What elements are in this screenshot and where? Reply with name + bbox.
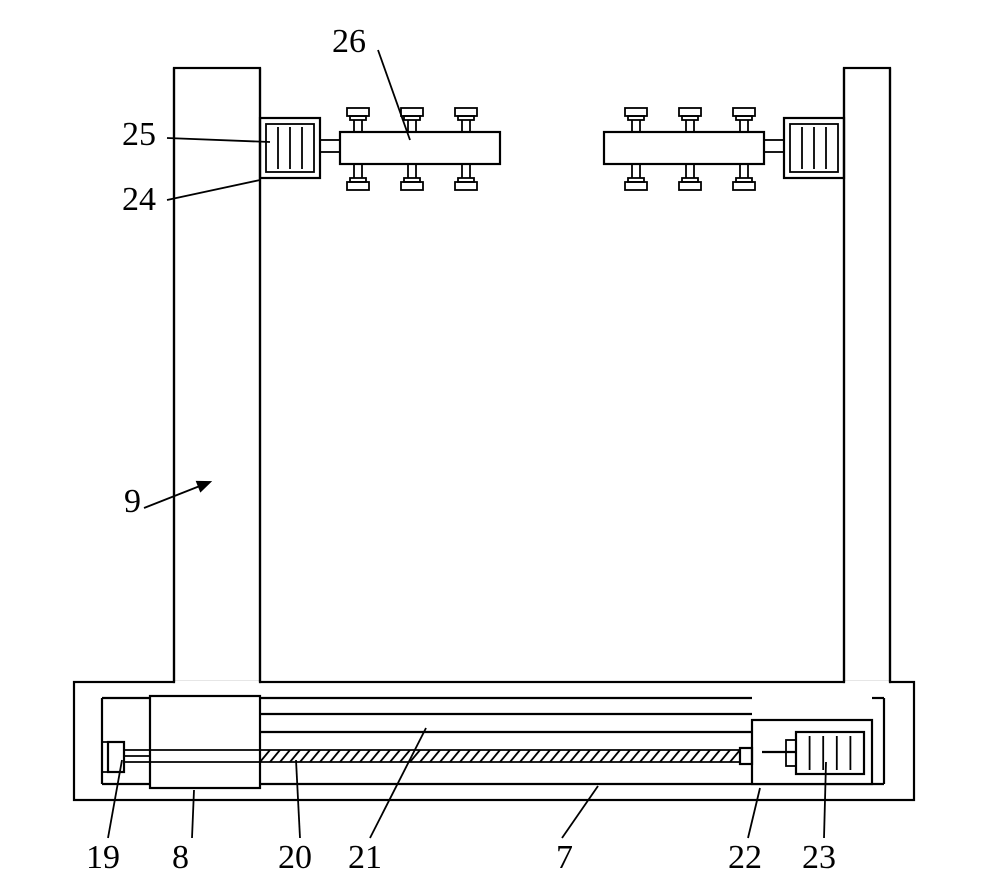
 xyxy=(400,750,410,762)
 xyxy=(401,108,423,116)
 xyxy=(625,108,647,116)
 xyxy=(480,750,490,762)
shaft-right xyxy=(764,140,784,152)
 xyxy=(736,116,752,120)
 xyxy=(430,750,440,762)
 xyxy=(300,750,310,762)
 xyxy=(682,116,698,120)
 xyxy=(660,750,670,762)
 xyxy=(600,750,610,762)
 xyxy=(404,116,420,120)
label-l19: 19 xyxy=(86,839,120,876)
 xyxy=(530,750,540,762)
tower-right-9 xyxy=(844,68,890,682)
 xyxy=(460,750,470,762)
 xyxy=(700,750,710,762)
 xyxy=(710,750,720,762)
 xyxy=(350,750,360,762)
 xyxy=(380,750,390,762)
 xyxy=(420,750,430,762)
 xyxy=(340,750,350,762)
 xyxy=(670,750,680,762)
label-l23: 23 xyxy=(802,839,836,876)
shaft-left xyxy=(320,140,340,152)
 xyxy=(625,182,647,190)
 xyxy=(590,750,600,762)
 xyxy=(320,750,330,762)
leader-l7 xyxy=(562,786,598,838)
head-bar-26-right xyxy=(604,132,764,164)
diagram-root: 26 25 24 9 19 8 20 21 7 22 23 xyxy=(0,0,1000,886)
 xyxy=(630,750,640,762)
tower-left-9 xyxy=(174,68,260,682)
 xyxy=(680,750,690,762)
 xyxy=(401,182,423,190)
 xyxy=(650,750,660,762)
 xyxy=(450,750,460,762)
 xyxy=(640,750,650,762)
 xyxy=(733,182,755,190)
 xyxy=(550,750,560,762)
 xyxy=(350,116,366,120)
leader-l8 xyxy=(192,790,194,838)
label-l26: 26 xyxy=(332,23,366,60)
 xyxy=(628,116,644,120)
label-l9: 9 xyxy=(124,483,141,520)
 xyxy=(458,116,474,120)
 xyxy=(620,750,630,762)
label-l24: 24 xyxy=(122,181,156,218)
 xyxy=(500,750,510,762)
bearing-19 xyxy=(108,742,124,772)
 xyxy=(455,108,477,116)
 xyxy=(733,108,755,116)
label-l25: 25 xyxy=(122,116,156,153)
leader-l26 xyxy=(378,50,410,140)
 xyxy=(347,182,369,190)
 xyxy=(540,750,550,762)
 xyxy=(310,750,320,762)
head-bar-26-left xyxy=(340,132,500,164)
 xyxy=(570,750,580,762)
 xyxy=(679,182,701,190)
leader-l22 xyxy=(748,788,760,838)
 xyxy=(360,750,370,762)
label-l8: 8 xyxy=(172,839,189,876)
 xyxy=(470,750,480,762)
 xyxy=(370,750,380,762)
 xyxy=(330,750,340,762)
 xyxy=(270,750,280,762)
 xyxy=(690,750,700,762)
 xyxy=(490,750,500,762)
 xyxy=(260,750,270,762)
 xyxy=(347,108,369,116)
slide-block-8 xyxy=(150,696,260,788)
 xyxy=(290,750,300,762)
 xyxy=(280,750,290,762)
 xyxy=(610,750,620,762)
label-l20: 20 xyxy=(278,839,312,876)
 xyxy=(580,750,590,762)
 xyxy=(455,182,477,190)
 xyxy=(520,750,530,762)
 xyxy=(440,750,450,762)
 xyxy=(679,108,701,116)
label-l21: 21 xyxy=(348,839,382,876)
label-l7: 7 xyxy=(556,839,573,876)
 xyxy=(390,750,400,762)
 xyxy=(720,750,730,762)
 xyxy=(730,750,740,762)
 xyxy=(510,750,520,762)
coupling xyxy=(740,748,752,764)
 xyxy=(560,750,570,762)
label-l22: 22 xyxy=(728,839,762,876)
